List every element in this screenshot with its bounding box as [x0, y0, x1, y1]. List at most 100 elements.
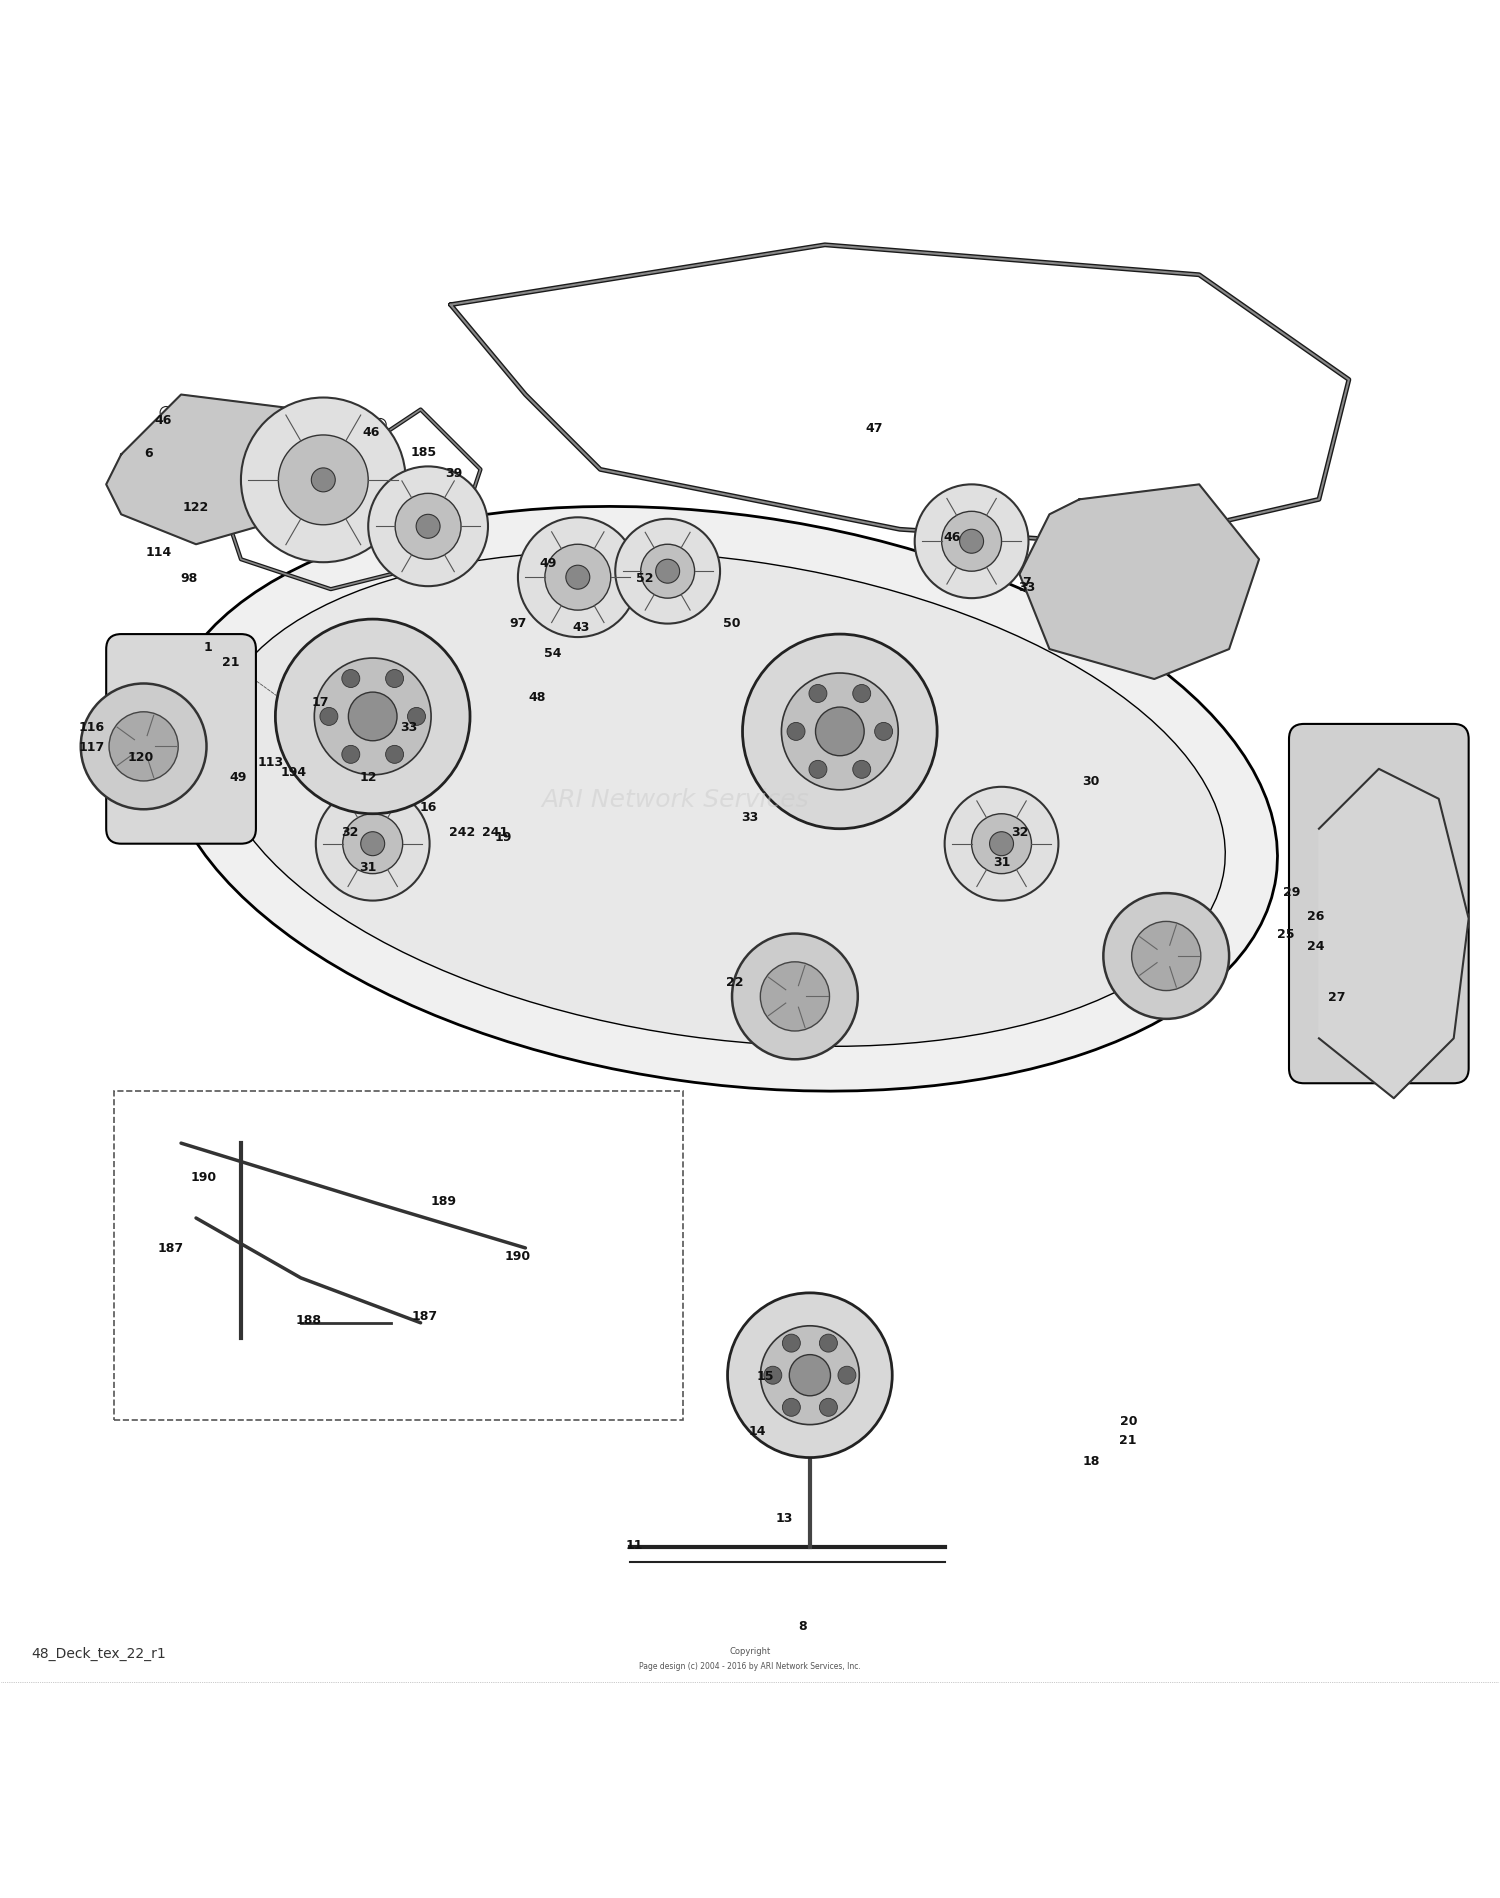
Circle shape — [852, 761, 870, 778]
Text: 19: 19 — [495, 829, 512, 843]
Text: 241: 241 — [483, 826, 508, 839]
Circle shape — [315, 659, 430, 776]
Circle shape — [783, 1334, 801, 1353]
Polygon shape — [1020, 486, 1258, 679]
Text: 16: 16 — [420, 801, 436, 814]
Circle shape — [360, 833, 384, 856]
Text: 13: 13 — [776, 1511, 794, 1524]
Circle shape — [742, 634, 938, 829]
Circle shape — [788, 723, 806, 740]
Text: 15: 15 — [756, 1368, 774, 1382]
Text: 54: 54 — [543, 645, 561, 659]
Text: 12: 12 — [360, 771, 376, 784]
Text: 47: 47 — [865, 421, 883, 435]
Text: 6: 6 — [144, 448, 153, 459]
Circle shape — [615, 520, 720, 624]
Circle shape — [874, 723, 892, 740]
Polygon shape — [1318, 769, 1468, 1099]
Circle shape — [81, 683, 207, 810]
Text: Copyright: Copyright — [729, 1646, 771, 1655]
Text: 20: 20 — [1120, 1414, 1137, 1427]
Circle shape — [808, 685, 826, 702]
Circle shape — [782, 674, 898, 790]
Circle shape — [764, 1367, 782, 1384]
Text: Page design (c) 2004 - 2016 by ARI Network Services, Inc.: Page design (c) 2004 - 2016 by ARI Netwo… — [639, 1661, 861, 1670]
Text: 46: 46 — [363, 427, 380, 438]
Text: 52: 52 — [636, 571, 654, 585]
Circle shape — [819, 1399, 837, 1416]
Circle shape — [819, 1334, 837, 1353]
Circle shape — [945, 788, 1059, 902]
Text: 190: 190 — [190, 1169, 216, 1182]
Text: 122: 122 — [183, 501, 209, 514]
Circle shape — [342, 746, 360, 763]
Text: 97: 97 — [509, 617, 526, 630]
Circle shape — [960, 530, 984, 554]
Circle shape — [394, 493, 460, 560]
Circle shape — [728, 1293, 892, 1458]
Text: 27: 27 — [1328, 991, 1346, 1004]
Circle shape — [316, 788, 429, 902]
Text: 242: 242 — [450, 826, 476, 839]
Text: 32: 32 — [342, 826, 358, 839]
Circle shape — [312, 469, 336, 493]
Text: 33: 33 — [1019, 581, 1035, 594]
Circle shape — [1131, 922, 1202, 991]
Text: 194: 194 — [280, 767, 306, 778]
Circle shape — [839, 1367, 856, 1384]
Text: 1: 1 — [204, 640, 213, 653]
Circle shape — [656, 560, 680, 585]
Text: 29: 29 — [1284, 886, 1300, 898]
Text: 49: 49 — [538, 556, 556, 569]
Text: 116: 116 — [78, 721, 105, 735]
Circle shape — [386, 670, 404, 689]
Circle shape — [416, 514, 440, 539]
Circle shape — [110, 712, 178, 782]
Ellipse shape — [214, 552, 1225, 1048]
Text: 190: 190 — [506, 1249, 531, 1262]
Text: 48: 48 — [528, 691, 546, 704]
Circle shape — [760, 962, 830, 1031]
Text: 114: 114 — [146, 547, 171, 558]
Text: 33: 33 — [400, 721, 417, 735]
Text: 48_Deck_tex_22_r1: 48_Deck_tex_22_r1 — [32, 1646, 166, 1661]
Text: 30: 30 — [1083, 774, 1100, 788]
Circle shape — [344, 814, 402, 875]
Text: 31: 31 — [360, 860, 376, 873]
Circle shape — [276, 621, 470, 814]
Text: 98: 98 — [180, 571, 196, 585]
Circle shape — [783, 1399, 801, 1416]
Text: 21: 21 — [222, 655, 238, 668]
Circle shape — [518, 518, 638, 638]
Polygon shape — [106, 395, 332, 545]
Text: 39: 39 — [446, 467, 462, 480]
Circle shape — [915, 486, 1029, 600]
Text: 117: 117 — [78, 740, 105, 754]
Circle shape — [544, 545, 610, 611]
Text: 31: 31 — [993, 856, 1010, 869]
Text: 22: 22 — [726, 976, 744, 989]
Circle shape — [972, 814, 1032, 875]
Circle shape — [386, 746, 404, 763]
Text: 43: 43 — [572, 621, 590, 634]
Text: 49: 49 — [230, 771, 246, 784]
Text: 187: 187 — [158, 1241, 183, 1255]
Text: 46: 46 — [154, 414, 172, 427]
Circle shape — [732, 934, 858, 1059]
Text: 21: 21 — [1119, 1433, 1136, 1446]
Text: 46: 46 — [944, 531, 962, 545]
Text: 188: 188 — [296, 1313, 321, 1327]
Circle shape — [348, 693, 398, 742]
Text: 120: 120 — [128, 752, 154, 765]
Circle shape — [816, 708, 864, 755]
Text: 189: 189 — [430, 1194, 456, 1207]
Text: 18: 18 — [1083, 1454, 1100, 1467]
Circle shape — [990, 833, 1014, 856]
Circle shape — [279, 437, 368, 526]
Text: 33: 33 — [741, 810, 759, 824]
FancyBboxPatch shape — [1288, 725, 1468, 1084]
Circle shape — [640, 545, 694, 600]
Text: ARI Network Services: ARI Network Services — [542, 788, 808, 810]
Circle shape — [1104, 894, 1228, 1019]
Circle shape — [566, 566, 590, 590]
